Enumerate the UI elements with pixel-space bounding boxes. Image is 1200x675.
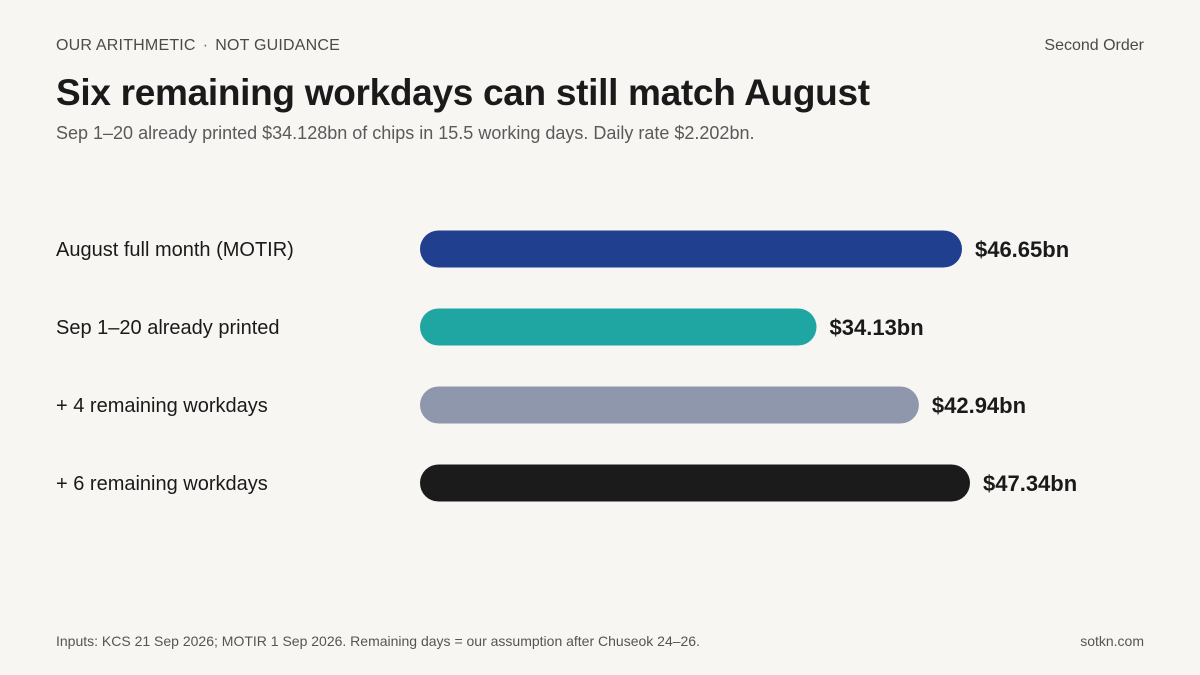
value-label-2: $34.13bn [830,315,924,340]
chart-subtitle: Sep 1–20 already printed $34.128bn of ch… [56,123,755,143]
chart-title: Six remaining workdays can still match A… [56,72,870,113]
kicker-separator: · [202,37,209,54]
kicker: OUR ARITHMETIC · NOT GUIDANCE [56,37,340,55]
kicker-right: NOT GUIDANCE [215,37,341,54]
bar-3 [420,386,919,424]
category-label-4: + 6 remaining workdays [56,473,268,495]
category-label-1: August full month (MOTIR) [56,239,294,261]
category-label-3: + 4 remaining workdays [56,395,268,417]
brand-label: Second Order [1044,37,1144,54]
bar-4 [420,464,970,502]
value-label-3: $42.94bn [932,393,1026,418]
footer-note: Inputs: KCS 21 Sep 2026; MOTIR 1 Sep 202… [56,633,700,649]
footer-site: sotkn.com [1080,633,1144,649]
category-label-2: Sep 1–20 already printed [56,317,280,339]
value-label-1: $46.65bn [975,237,1069,262]
bar-2 [420,308,817,346]
kicker-left: OUR ARITHMETIC [56,37,196,54]
bar-1 [420,230,962,268]
value-label-4: $47.34bn [983,471,1077,496]
